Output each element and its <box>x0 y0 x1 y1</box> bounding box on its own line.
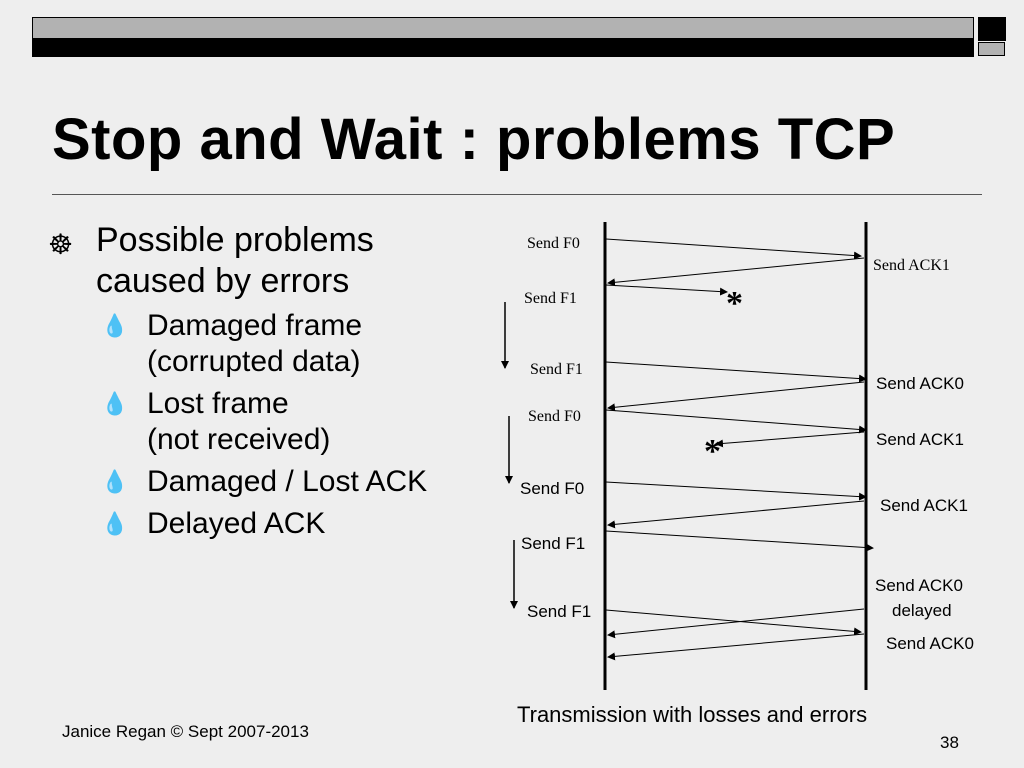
sender-label: Send F1 <box>524 290 577 307</box>
frame-arrow <box>605 481 867 501</box>
bullet-main-line: Possible problems <box>96 221 374 259</box>
sender-label: Send F0 <box>527 235 580 252</box>
sub-bullet-line: Damaged frame <box>147 309 363 342</box>
page-number: 38 <box>940 733 959 752</box>
sub-bullet-delayed-ack: 💧 Delayed ACK <box>48 506 488 542</box>
receiver-label: Send ACK1 <box>880 496 968 515</box>
delayed-ack-arrow <box>607 608 865 639</box>
top-bar-corner-square-grey <box>978 42 1005 56</box>
drop-bullet-icon: 💧 <box>101 313 129 338</box>
bullet-main: ☸ Possible problems caused by errors <box>48 220 488 302</box>
drop-bullet-icon: 💧 <box>101 391 129 416</box>
sender-label: Send F1 <box>530 361 583 378</box>
error-mark: * <box>704 433 721 470</box>
receiver-label: Send ACK0 <box>886 634 974 653</box>
bullet-list: ☸ Possible problems caused by errors 💧 D… <box>48 220 488 542</box>
receiver-label: Send ACK1 <box>873 257 950 274</box>
wheel-bullet-icon: ☸ <box>48 229 74 260</box>
sub-bullet-damaged-frame: 💧 Damaged frame (corrupted data) <box>48 308 488 380</box>
receiver-label: Send ACK0 <box>876 374 964 393</box>
top-bar-grey-strip <box>32 17 974 39</box>
sender-label: Send F0 <box>520 479 584 498</box>
drop-bullet-icon: 💧 <box>101 469 129 494</box>
page-title: Stop and Wait : problems TCP <box>52 107 896 172</box>
top-bar-black-strip <box>32 39 974 57</box>
receiver-label: Send ACK0 <box>875 576 963 595</box>
receiver-label-delayed: delayed <box>892 601 952 620</box>
sub-bullet-line: Delayed ACK <box>147 507 326 540</box>
diagram-caption: Transmission with losses and errors <box>517 702 868 727</box>
lost-ack-arrow <box>715 431 865 448</box>
ack-arrow <box>607 633 865 661</box>
frame-arrow <box>605 530 874 552</box>
sub-bullet-line: (not received) <box>147 423 331 456</box>
bullet-main-line: caused by errors <box>96 262 350 300</box>
sender-label: Send F0 <box>528 408 581 425</box>
frame-arrow <box>605 238 862 260</box>
sub-bullet-lost-frame: 💧 Lost frame (not received) <box>48 386 488 458</box>
ack-arrow <box>607 500 865 529</box>
title-divider <box>52 194 982 195</box>
top-bar-corner-square <box>978 17 1006 41</box>
sender-label: Send F1 <box>521 534 585 553</box>
sub-bullet-line: Lost frame <box>147 387 289 420</box>
ack-arrow <box>607 381 865 412</box>
receiver-label: Send ACK1 <box>876 430 964 449</box>
sub-bullet-damaged-ack: 💧 Damaged / Lost ACK <box>48 464 488 500</box>
sub-bullet-line: Damaged / Lost ACK <box>147 465 428 498</box>
error-mark: * <box>726 285 743 322</box>
top-decorative-bar <box>32 17 1006 57</box>
lost-frame-arrow <box>605 284 728 296</box>
footer-copyright: Janice Regan © Sept 2007-2013 <box>62 722 309 741</box>
frame-arrow <box>605 409 867 434</box>
ack-arrow <box>607 257 865 287</box>
frame-arrow <box>605 361 867 383</box>
frame-arrow <box>605 609 862 636</box>
sender-label: Send F1 <box>527 602 591 621</box>
drop-bullet-icon: 💧 <box>101 511 129 536</box>
sub-bullet-line: (corrupted data) <box>147 345 361 378</box>
